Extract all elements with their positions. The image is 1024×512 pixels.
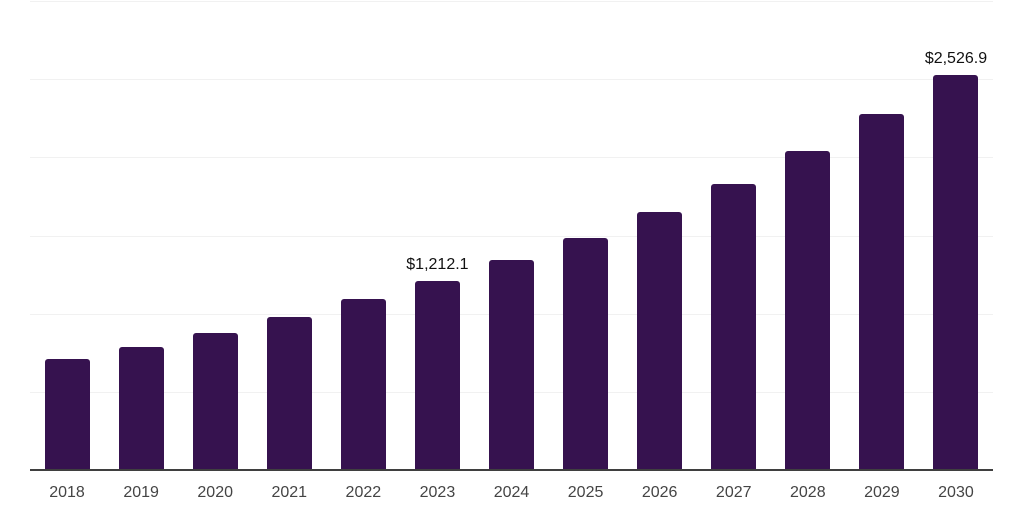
x-tick-2028: 2028 [790,484,826,501]
gridline-2500 [30,79,993,80]
x-tick-2020: 2020 [197,484,233,501]
x-tick-2025: 2025 [567,484,604,501]
bar-2020 [192,333,238,470]
bar-2025 [563,237,609,470]
gridline-1500 [30,236,993,237]
bar-2021 [266,317,312,470]
x-tick-2029: 2029 [864,484,900,501]
x-tick-2024: 2024 [493,484,530,501]
bar-2022 [340,298,386,470]
x-tick-2019: 2019 [123,484,159,501]
bar-2018 [44,359,90,470]
bar-2027 [711,184,757,470]
x-tick-2023: 2023 [419,484,456,501]
value-label-2030: $2,526.9 [924,49,988,67]
bar-2019 [118,347,164,470]
gridline-3000 [30,1,993,2]
gridline-2000 [30,157,993,158]
bar-2030 [933,74,979,470]
x-tick-2021: 2021 [271,484,308,501]
value-label-2023: $1,212.1 [406,255,469,273]
x-tick-2026: 2026 [641,484,678,501]
bar-2026 [637,211,683,470]
x-tick-2022: 2022 [345,484,382,501]
x-axis-line [30,469,993,471]
bar-2029 [859,114,905,470]
bar-2023 [414,280,460,470]
bar-2028 [785,151,831,470]
x-tick-2027: 2027 [715,484,752,501]
bar-2024 [489,259,534,470]
x-tick-2018: 2018 [49,484,85,501]
x-tick-2030: 2030 [938,484,974,501]
